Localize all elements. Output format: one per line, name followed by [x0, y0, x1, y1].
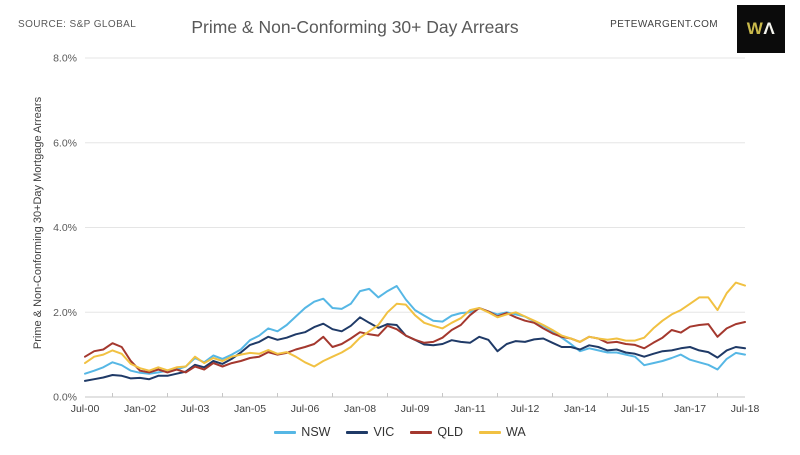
legend-label-nsw: NSW: [301, 425, 331, 439]
svg-text:Jul-18: Jul-18: [731, 403, 760, 415]
legend-swatch-nsw: [274, 430, 297, 434]
svg-text:0.0%: 0.0%: [53, 392, 77, 404]
svg-text:Jan-11: Jan-11: [454, 403, 485, 415]
logo-letter-a: Λ: [763, 19, 776, 38]
source-label: SOURCE: S&P GLOBAL: [18, 19, 137, 30]
svg-text:Jan-08: Jan-08: [344, 403, 376, 415]
svg-text:Jan-05: Jan-05: [234, 403, 266, 415]
legend-swatch-vic: [346, 430, 369, 434]
svg-text:4.0%: 4.0%: [53, 222, 77, 234]
site-label: PETEWARGENT.COM: [610, 19, 718, 30]
svg-text:Jul-06: Jul-06: [291, 403, 320, 415]
page-title: Prime & Non-Conforming 30+ Day Arrears: [191, 17, 519, 37]
svg-text:Jan-02: Jan-02: [124, 403, 156, 415]
chart-legend: NSW VIC QLD WA: [0, 425, 800, 439]
svg-text:Jul-15: Jul-15: [621, 403, 650, 415]
legend-label-vic: VIC: [373, 425, 395, 439]
legend-item-nsw: NSW: [274, 425, 330, 439]
svg-text:Jul-03: Jul-03: [181, 403, 210, 415]
svg-text:Jul-12: Jul-12: [511, 403, 540, 415]
svg-text:Jul-09: Jul-09: [401, 403, 430, 415]
svg-text:6.0%: 6.0%: [53, 137, 77, 149]
logo-letter-w: W: [746, 19, 764, 38]
legend-label-qld: QLD: [437, 425, 464, 439]
legend-item-qld: QLD: [410, 425, 463, 439]
legend-swatch-wa: [479, 430, 502, 434]
legend-item-vic: VIC: [346, 425, 394, 439]
svg-text:Jan-17: Jan-17: [674, 403, 706, 415]
svg-text:Jul-00: Jul-00: [71, 403, 100, 415]
svg-text:8.0%: 8.0%: [53, 53, 77, 65]
svg-text:2.0%: 2.0%: [53, 307, 77, 319]
legend-item-wa: WA: [479, 425, 526, 439]
svg-text:Jan-14: Jan-14: [564, 403, 596, 415]
legend-label-wa: WA: [506, 425, 526, 439]
legend-swatch-qld: [410, 430, 433, 434]
